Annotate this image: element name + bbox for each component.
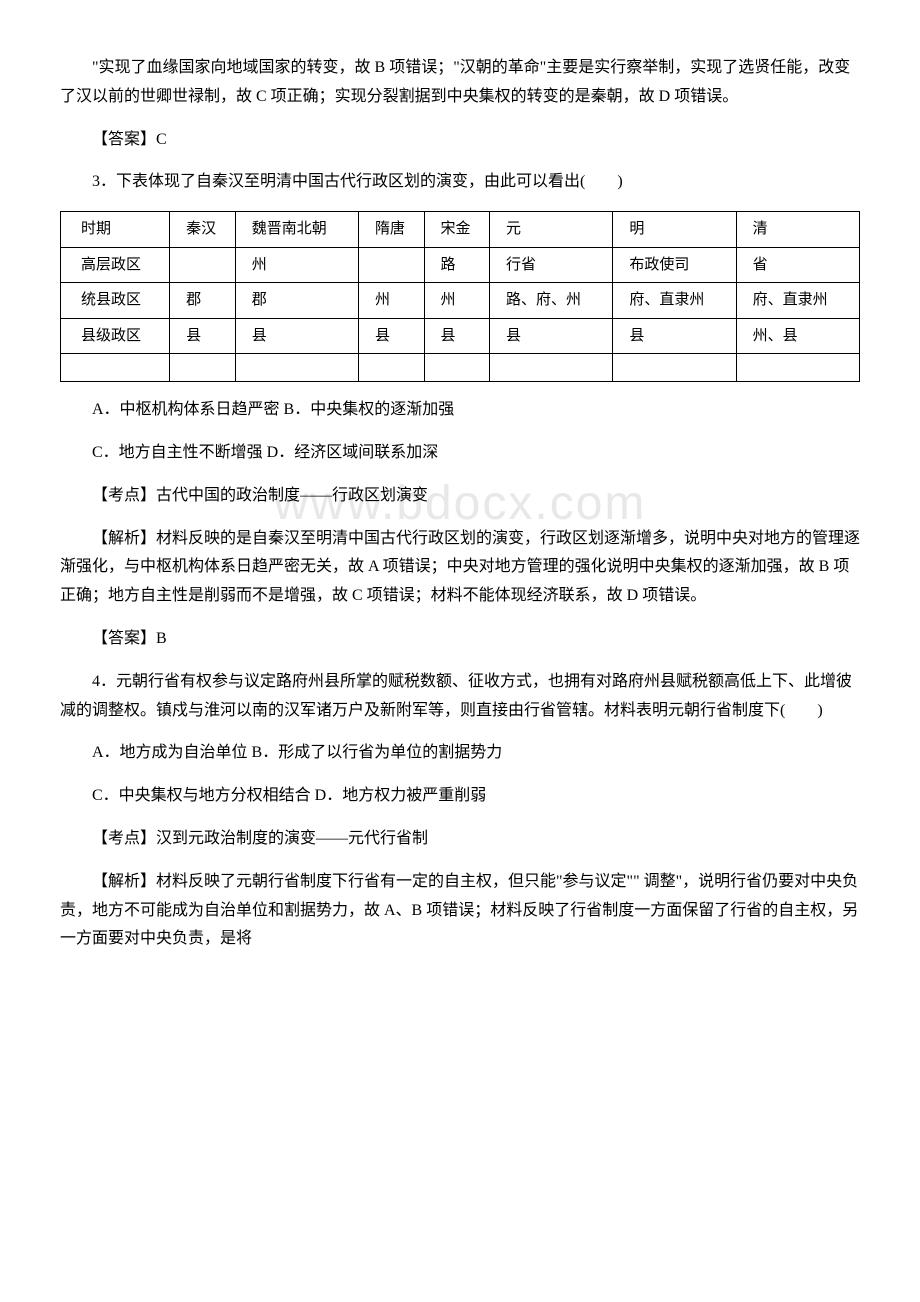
- table-header-row: 时期 秦汉 魏晋南北朝 隋唐 宋金 元 明 清: [61, 212, 860, 248]
- paragraph-explanation-q3: 【解析】材料反映的是自秦汉至明清中国古代行政区划的演变，行政区划逐渐增多，说明中…: [60, 525, 860, 611]
- period-cell: 清: [736, 212, 859, 248]
- paragraph-options-ab-q3: A．中枢机构体系日趋严密 B．中央集权的逐渐加强: [60, 396, 860, 425]
- period-cell: 明: [613, 212, 736, 248]
- table-row: 高层政区 州 路 行省 布政使司 省: [61, 247, 860, 283]
- table-cell: 路、府、州: [490, 283, 613, 319]
- table-cell: 行省: [490, 247, 613, 283]
- empty-cell: [61, 354, 170, 382]
- table-cell: 州: [359, 283, 425, 319]
- table-cell: 县: [613, 318, 736, 354]
- empty-cell: [424, 354, 490, 382]
- empty-cell: [736, 354, 859, 382]
- empty-cell: [235, 354, 358, 382]
- row-label: 统县政区: [61, 283, 170, 319]
- empty-cell: [490, 354, 613, 382]
- table-cell: 省: [736, 247, 859, 283]
- paragraph-answer-q2: 【答案】C: [60, 126, 860, 155]
- table-cell: 府、直隶州: [736, 283, 859, 319]
- empty-cell: [613, 354, 736, 382]
- paragraph-answer-q3: 【答案】B: [60, 625, 860, 654]
- paragraph-explanation-q2: "实现了血缘国家向地域国家的转变，故 B 项错误；"汉朝的革命"主要是实行察举制…: [60, 54, 860, 112]
- period-cell: 魏晋南北朝: [235, 212, 358, 248]
- document-body: www.bdocx.com "实现了血缘国家向地域国家的转变，故 B 项错误；"…: [60, 54, 860, 954]
- paragraph-explanation-q4: 【解析】材料反映了元朝行省制度下行省有一定的自主权，但只能"参与议定"" 调整"…: [60, 868, 860, 954]
- row-label: 高层政区: [61, 247, 170, 283]
- table-cell: 郡: [170, 283, 236, 319]
- table-cell: 郡: [235, 283, 358, 319]
- table-cell: 县: [235, 318, 358, 354]
- row-label: 县级政区: [61, 318, 170, 354]
- table-cell: 州: [235, 247, 358, 283]
- period-cell: 隋唐: [359, 212, 425, 248]
- table-cell: 布政使司: [613, 247, 736, 283]
- paragraph-topic-q3: 【考点】古代中国的政治制度——行政区划演变: [60, 482, 860, 511]
- empty-cell: [170, 354, 236, 382]
- table-cell: 府、直隶州: [613, 283, 736, 319]
- table-cell: [170, 247, 236, 283]
- table-cell: 州: [424, 283, 490, 319]
- table-cell: 县: [424, 318, 490, 354]
- table-cell: [359, 247, 425, 283]
- paragraph-topic-q4: 【考点】汉到元政治制度的演变——元代行省制: [60, 825, 860, 854]
- admin-division-table: 时期 秦汉 魏晋南北朝 隋唐 宋金 元 明 清 高层政区 州 路 行省 布政使司…: [60, 211, 860, 382]
- paragraph-options-ab-q4: A．地方成为自治单位 B．形成了以行省为单位的割据势力: [60, 739, 860, 768]
- period-cell: 元: [490, 212, 613, 248]
- period-cell: 宋金: [424, 212, 490, 248]
- paragraph-options-cd-q4: C．中央集权与地方分权相结合 D．地方权力被严重削弱: [60, 782, 860, 811]
- table-empty-row: [61, 354, 860, 382]
- empty-cell: [359, 354, 425, 382]
- table-cell: 县: [359, 318, 425, 354]
- paragraph-options-cd-q3: C．地方自主性不断增强 D．经济区域间联系加深: [60, 439, 860, 468]
- header-label: 时期: [61, 212, 170, 248]
- table-cell: 县: [170, 318, 236, 354]
- table-row: 统县政区 郡 郡 州 州 路、府、州 府、直隶州 府、直隶州: [61, 283, 860, 319]
- period-cell: 秦汉: [170, 212, 236, 248]
- table-row: 县级政区 县 县 县 县 县 县 州、县: [61, 318, 860, 354]
- table-cell: 州、县: [736, 318, 859, 354]
- paragraph-question3: 3．下表体现了自秦汉至明清中国古代行政区划的演变，由此可以看出( ): [60, 168, 860, 197]
- table-cell: 路: [424, 247, 490, 283]
- paragraph-question4: 4．元朝行省有权参与议定路府州县所掌的赋税数额、征收方式，也拥有对路府州县赋税额…: [60, 668, 860, 726]
- table-cell: 县: [490, 318, 613, 354]
